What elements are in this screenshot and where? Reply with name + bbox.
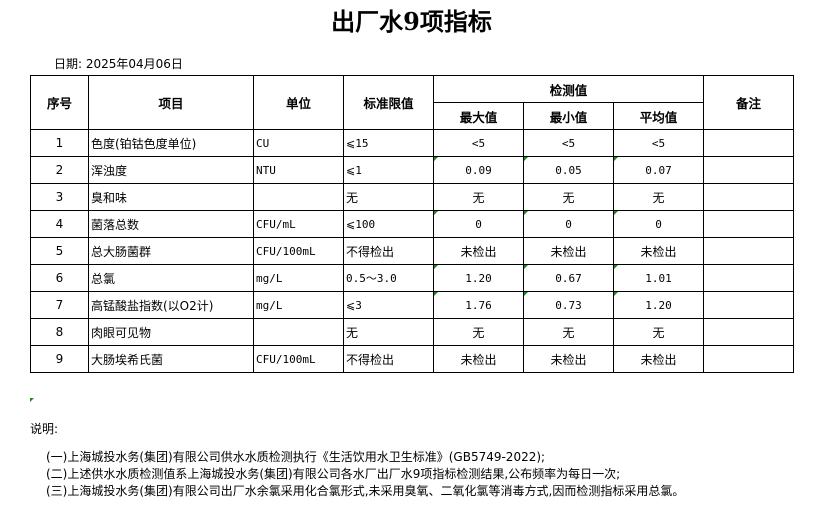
cell-remark	[703, 183, 794, 211]
header-limit: 标准限值	[343, 75, 434, 130]
table-row: 9 大肠埃希氏菌 CFU/100mL 不得检出 未检出 未检出 未检出	[30, 345, 794, 373]
cell-limit: 无	[343, 318, 434, 346]
note-3: (三)上海城投水务(集团)有限公司出厂水余氯采用化合氯形式,未采用臭氧、二氧化氯…	[46, 484, 685, 498]
cell-remark	[703, 210, 794, 238]
date-label: 日期: 2025年04月06日	[54, 57, 183, 71]
cell-remark	[703, 156, 794, 184]
header-avg: 平均值	[613, 102, 704, 130]
cell-max: 无	[433, 318, 524, 346]
cell-item: 浑浊度	[88, 156, 254, 184]
cell-seq: 4	[30, 210, 89, 238]
cell-unit	[253, 318, 344, 346]
cell-remark	[703, 264, 794, 292]
cell-avg: 无	[613, 183, 704, 211]
water-quality-table: 序号 项目 单位 标准限值 检测值 备注 最大值 最小值 平均值 1 色度(铂钴色…	[30, 75, 794, 373]
cell-item: 总大肠菌群	[88, 237, 254, 265]
cell-min: 无	[523, 183, 614, 211]
cell-remark	[703, 237, 794, 265]
cell-avg: 1.01	[613, 264, 704, 292]
page-title: 出厂水9项指标	[331, 7, 492, 36]
cell-unit: CU	[253, 129, 344, 157]
header-seq: 序号	[30, 75, 89, 130]
cell-remark	[703, 129, 794, 157]
cell-min: 0.73	[523, 291, 614, 319]
cell-max: 无	[433, 183, 524, 211]
cell-min: 0.67	[523, 264, 614, 292]
cell-avg: 未检出	[613, 345, 704, 373]
cell-max: 未检出	[433, 237, 524, 265]
cell-marker	[30, 398, 34, 402]
cell-seq: 1	[30, 129, 89, 157]
cell-limit: 不得检出	[343, 237, 434, 265]
cell-avg: 1.20	[613, 291, 704, 319]
cell-unit: mg/L	[253, 291, 344, 319]
cell-max: 0	[433, 210, 524, 238]
table-row: 1 色度(铂钴色度单位) CU ⩽15 <5 <5 <5	[30, 129, 794, 157]
cell-max: 1.76	[433, 291, 524, 319]
cell-min: 未检出	[523, 237, 614, 265]
header-unit: 单位	[253, 75, 344, 130]
cell-max: <5	[433, 129, 524, 157]
cell-max: 1.20	[433, 264, 524, 292]
cell-min: 无	[523, 318, 614, 346]
cell-avg: 无	[613, 318, 704, 346]
note-1: (一)上海城投水务(集团)有限公司供水水质检测执行《生活饮用水卫生标准》(GB5…	[46, 450, 546, 464]
cell-min: <5	[523, 129, 614, 157]
cell-avg: 0	[613, 210, 704, 238]
cell-seq: 2	[30, 156, 89, 184]
cell-limit: ⩽15	[343, 129, 434, 157]
cell-unit: NTU	[253, 156, 344, 184]
table-row: 8 肉眼可见物无无无无	[30, 318, 794, 346]
cell-limit: 不得检出	[343, 345, 434, 373]
table-row: 3 臭和味无无无无	[30, 183, 794, 211]
cell-avg: 0.07	[613, 156, 704, 184]
cell-seq: 7	[30, 291, 89, 319]
cell-min: 0	[523, 210, 614, 238]
header-max: 最大值	[433, 102, 524, 130]
cell-limit: ⩽3	[343, 291, 434, 319]
cell-max: 未检出	[433, 345, 524, 373]
cell-unit: CFU/mL	[253, 210, 344, 238]
cell-limit: ⩽1	[343, 156, 434, 184]
notes-label: 说明:	[30, 422, 59, 436]
cell-avg: <5	[613, 129, 704, 157]
cell-min: 未检出	[523, 345, 614, 373]
table-row: 4 菌落总数 CFU/mL ⩽100 0 0 0	[30, 210, 794, 238]
header-min: 最小值	[523, 102, 614, 130]
cell-seq: 8	[30, 318, 89, 346]
cell-seq: 5	[30, 237, 89, 265]
cell-remark	[703, 291, 794, 319]
cell-item: 肉眼可见物	[88, 318, 254, 346]
header-measured: 检测值	[433, 75, 704, 103]
cell-seq: 9	[30, 345, 89, 373]
cell-item: 总氯	[88, 264, 254, 292]
cell-unit	[253, 183, 344, 211]
cell-item: 色度(铂钴色度单位)	[88, 129, 254, 157]
cell-item: 高锰酸盐指数(以O2计)	[88, 291, 254, 319]
cell-seq: 6	[30, 264, 89, 292]
cell-max: 0.09	[433, 156, 524, 184]
cell-limit: 0.5～3.0	[343, 264, 434, 292]
table-row: 5 总大肠菌群 CFU/100mL 不得检出 未检出 未检出 未检出	[30, 237, 794, 265]
cell-avg: 未检出	[613, 237, 704, 265]
cell-unit: CFU/100mL	[253, 345, 344, 373]
note-2: (二)上述供水水质检测值系上海城投水务(集团)有限公司各水厂出厂水9项指标检测结…	[46, 467, 621, 481]
cell-item: 大肠埃希氏菌	[88, 345, 254, 373]
cell-unit: CFU/100mL	[253, 237, 344, 265]
table-row: 6 总氯 mg/L 0.5～3.0 1.20 0.67 1.01	[30, 264, 794, 292]
cell-remark	[703, 345, 794, 373]
cell-min: 0.05	[523, 156, 614, 184]
table-row: 7 高锰酸盐指数(以O2计) mg/L ⩽3 1.76 0.73 1.20	[30, 291, 794, 319]
cell-seq: 3	[30, 183, 89, 211]
cell-limit: ⩽100	[343, 210, 434, 238]
cell-unit: mg/L	[253, 264, 344, 292]
cell-item: 臭和味	[88, 183, 254, 211]
cell-item: 菌落总数	[88, 210, 254, 238]
cell-remark	[703, 318, 794, 346]
cell-limit: 无	[343, 183, 434, 211]
header-remark: 备注	[703, 75, 794, 130]
header-item: 项目	[88, 75, 254, 130]
table-row: 2 浑浊度 NTU ⩽1 0.09 0.05 0.07	[30, 156, 794, 184]
